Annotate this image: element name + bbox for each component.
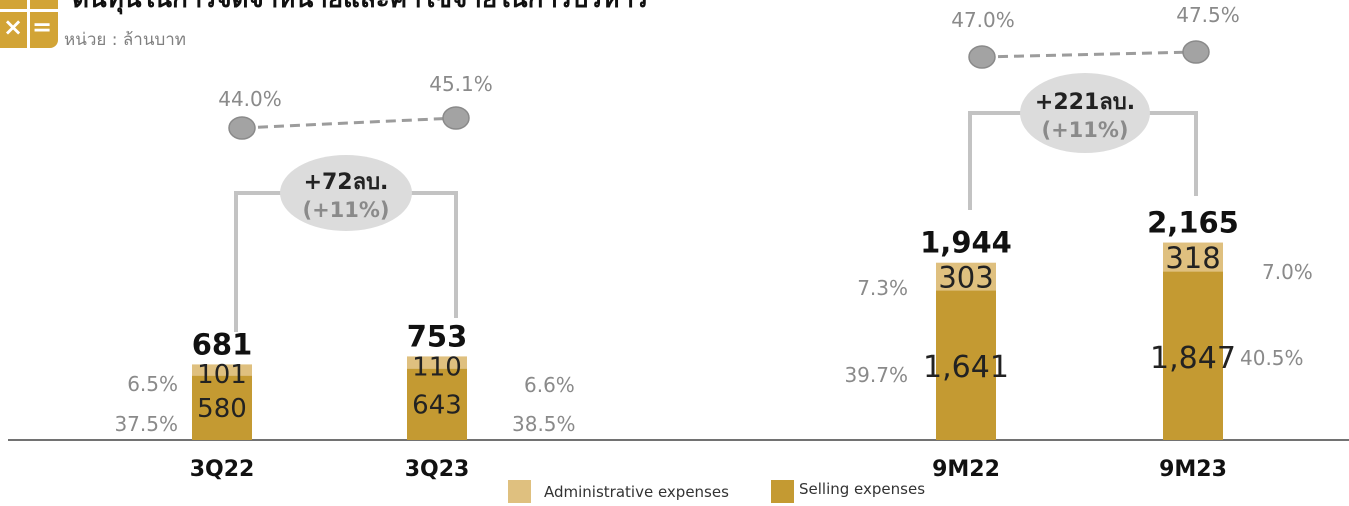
- ratio-percent-label: 47.0%: [951, 8, 1015, 32]
- legend-label-selling: Selling expenses: [799, 480, 926, 498]
- bar-admin: [192, 364, 252, 376]
- total-label: 1,944: [920, 226, 1012, 260]
- change-bubble: [280, 155, 412, 231]
- legend-label-admin: Administrative expenses: [544, 483, 729, 501]
- equals-icon: =: [31, 13, 53, 41]
- bar-label-admin: 101: [197, 360, 247, 390]
- bar-label-selling: 580: [197, 394, 247, 424]
- admin-percent-label: 6.6%: [524, 373, 575, 397]
- ratio-percent-label: 47.5%: [1176, 3, 1240, 27]
- bar-admin: [407, 356, 467, 369]
- ratio-connector: [981, 50, 1197, 59]
- icon-divider: [27, 0, 30, 48]
- ratio-marker: [1182, 40, 1210, 64]
- bar-label-admin: 303: [938, 261, 993, 295]
- change-amount-label: +221ลบ.: [1035, 90, 1135, 115]
- selling-percent-label: 40.5%: [1240, 346, 1304, 370]
- admin-percent-label: 7.0%: [1262, 260, 1313, 284]
- change-percent-label: (+11%): [302, 198, 389, 222]
- selling-percent-label: 37.5%: [114, 412, 178, 436]
- admin-percent-label: 6.5%: [127, 372, 178, 396]
- unit-label: หน่วย : ล้านบาท: [64, 30, 186, 50]
- category-label: 9M23: [1159, 457, 1227, 482]
- calculator-icon: × =: [0, 0, 58, 48]
- bar-label-selling: 1,641: [923, 350, 1009, 385]
- bar-label-selling: 1,847: [1150, 341, 1236, 376]
- bar-admin: [1163, 242, 1223, 272]
- total-label: 2,165: [1147, 206, 1239, 240]
- change-amount-label: +72ลบ.: [304, 170, 389, 195]
- total-label: 753: [407, 319, 468, 353]
- ratio-marker: [228, 116, 256, 140]
- multiply-icon: ×: [2, 13, 24, 41]
- selling-percent-label: 39.7%: [844, 363, 908, 387]
- ratio-connector: [241, 116, 457, 130]
- bar-label-admin: 110: [412, 353, 462, 383]
- category-label: 9M22: [932, 457, 1000, 482]
- total-label: 681: [192, 327, 253, 361]
- bar-selling: [192, 375, 252, 440]
- bar-selling: [1163, 271, 1223, 440]
- bar-selling: [936, 290, 996, 440]
- ratio-marker: [968, 45, 996, 69]
- change-bubble: [1020, 73, 1150, 153]
- ratio-marker: [442, 106, 470, 130]
- legend-swatch-selling: [771, 480, 794, 503]
- page-title: ต้นทุนในการจัดจำหน่ายและค่าใช้จ่ายในการบ…: [72, 0, 648, 19]
- bar-label-admin: 318: [1165, 241, 1220, 275]
- category-label: 3Q22: [190, 457, 255, 482]
- legend-swatch-admin: [508, 480, 531, 503]
- selling-percent-label: 38.5%: [512, 412, 576, 436]
- category-label: 3Q23: [405, 457, 470, 482]
- admin-percent-label: 7.3%: [857, 276, 908, 300]
- change-percent-label: (+11%): [1041, 118, 1128, 142]
- ratio-percent-label: 45.1%: [429, 72, 493, 96]
- bar-label-selling: 643: [412, 390, 462, 420]
- bar-admin: [936, 262, 996, 291]
- bar-selling: [407, 368, 467, 440]
- ratio-percent-label: 44.0%: [218, 87, 282, 111]
